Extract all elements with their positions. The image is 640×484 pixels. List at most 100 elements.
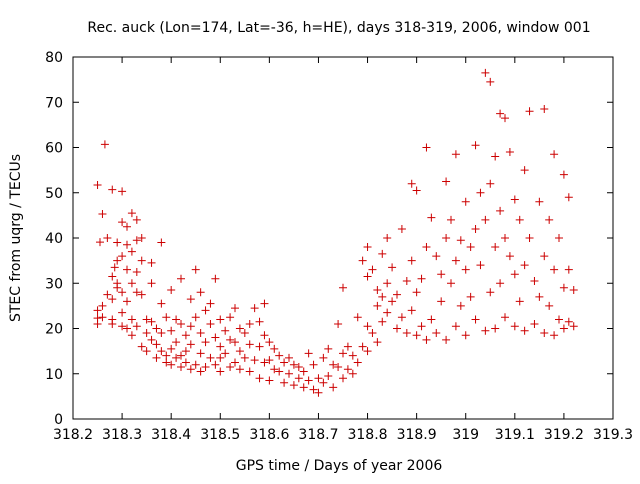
data-point: [123, 297, 131, 306]
x-tick-label: 318.6: [249, 427, 289, 443]
data-point: [123, 222, 131, 231]
data-point: [172, 353, 181, 362]
data-point: [496, 109, 505, 118]
data-point: [353, 358, 362, 367]
data-point: [481, 326, 490, 335]
data-point: [358, 256, 367, 265]
data-point: [181, 331, 190, 340]
data-point: [447, 215, 455, 224]
data-point: [118, 322, 127, 331]
data-point: [520, 261, 529, 270]
data-point: [216, 342, 225, 351]
data-point: [407, 306, 416, 315]
data-point: [132, 236, 141, 245]
data-point: [456, 301, 465, 310]
y-tick-label: 70: [45, 95, 63, 111]
data-point: [113, 238, 122, 247]
y-axis-label: STEC from uqrg / TECUs: [8, 154, 24, 322]
data-point: [118, 308, 127, 317]
data-point: [319, 353, 328, 362]
data-point: [186, 295, 195, 304]
data-point: [221, 326, 230, 335]
x-tick-label: 318.3: [102, 427, 142, 443]
data-point: [285, 369, 293, 378]
data-point: [451, 322, 460, 331]
data-point: [491, 152, 500, 161]
data-point: [240, 353, 249, 362]
data-point: [417, 274, 426, 283]
data-point: [162, 351, 171, 360]
data-point: [93, 306, 102, 315]
data-point: [348, 351, 357, 360]
data-point: [378, 249, 387, 258]
data-point: [108, 272, 117, 281]
data-point: [147, 258, 156, 267]
data-point: [110, 263, 119, 272]
data-point: [412, 186, 421, 195]
data-point: [373, 286, 382, 295]
data-point: [451, 256, 460, 265]
data-point: [206, 319, 215, 328]
data-point: [383, 308, 392, 317]
data-point: [559, 283, 568, 292]
data-point: [319, 378, 328, 387]
data-point: [339, 349, 347, 358]
data-point: [545, 301, 554, 310]
data-point: [314, 374, 323, 383]
data-point: [329, 360, 338, 369]
data-point: [260, 331, 269, 340]
data-point: [373, 301, 382, 310]
data-point: [339, 374, 347, 383]
x-tick-label: 318.2: [53, 427, 93, 443]
data-point: [275, 351, 284, 360]
data-point: [216, 353, 225, 362]
data-point: [118, 252, 127, 261]
data-point: [569, 322, 578, 331]
data-point: [157, 329, 166, 338]
data-point: [108, 319, 117, 328]
data-point: [118, 218, 127, 227]
y-axis-ticks: 0 10 20 30 40 50 60 70 80: [45, 50, 613, 428]
data-point: [393, 290, 401, 299]
data-point: [132, 267, 141, 276]
data-point: [564, 265, 573, 274]
data-point: [309, 385, 318, 394]
data-point: [368, 329, 377, 338]
data-point: [289, 360, 298, 369]
x-tick-label: 318.7: [298, 427, 338, 443]
data-point: [559, 324, 568, 333]
data-point: [353, 313, 362, 322]
data-point: [245, 340, 254, 349]
data-point: [466, 243, 475, 252]
data-point: [476, 188, 485, 197]
data-point: [206, 299, 215, 308]
data-point: [471, 224, 480, 233]
data-point: [569, 286, 578, 295]
data-point: [496, 206, 505, 215]
data-point: [510, 270, 519, 279]
data-point: [525, 234, 534, 242]
data-point: [294, 362, 303, 371]
data-point: [255, 317, 264, 326]
data-point: [402, 276, 411, 285]
data-point: [98, 301, 107, 310]
data-point: [162, 358, 171, 367]
x-axis-ticks: 318.2 318.3 318.4 318.5 318.6 318.7 318.8 318.9…: [53, 57, 633, 443]
data-point: [147, 335, 156, 344]
data-point: [211, 333, 220, 342]
data-point: [172, 315, 181, 324]
data-point: [123, 240, 131, 249]
data-point: [348, 369, 357, 378]
data-point: [123, 324, 131, 333]
y-tick-label: 10: [45, 367, 63, 383]
data-point: [334, 362, 343, 371]
data-point: [422, 143, 431, 152]
data-point: [103, 290, 112, 299]
data-point: [157, 347, 166, 356]
data-point: [525, 107, 534, 116]
data-point: [363, 347, 372, 356]
y-tick-label: 50: [45, 186, 63, 202]
data-point: [108, 295, 117, 304]
x-tick-label: 319: [452, 427, 479, 443]
